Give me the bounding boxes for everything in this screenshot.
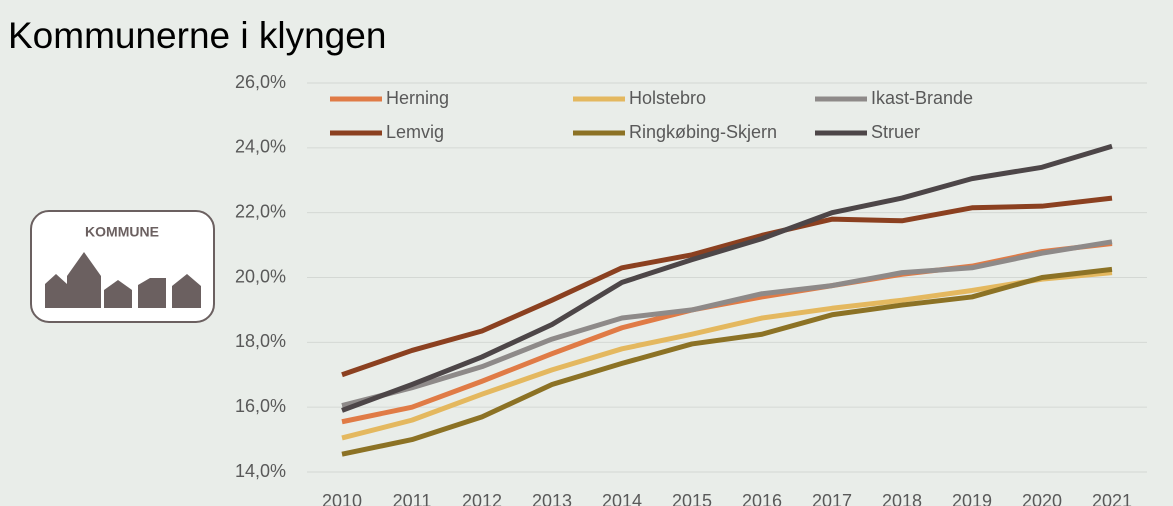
x-tick-label: 2020 — [1022, 491, 1062, 506]
x-tick-label: 2013 — [532, 491, 572, 506]
legend-label: Ringkøbing-Skjern — [629, 122, 777, 142]
logo-houses — [45, 252, 201, 308]
chart-title: Kommunerne i klyngen — [8, 15, 386, 56]
x-tick-label: 2018 — [882, 491, 922, 506]
legend-label: Ikast-Brande — [871, 88, 973, 108]
x-tick-label: 2014 — [602, 491, 642, 506]
y-tick-label: 16,0% — [235, 396, 286, 416]
y-tick-label: 18,0% — [235, 331, 286, 351]
series-line — [341, 270, 1113, 441]
logo: KOMMUNE — [30, 210, 215, 323]
y-tick-label: 20,0% — [235, 266, 286, 286]
series-line — [341, 195, 1113, 378]
x-tick-label: 2012 — [462, 491, 502, 506]
logo-label: KOMMUNE — [85, 224, 159, 240]
y-tick-label: 24,0% — [235, 137, 286, 157]
legend-label: Lemvig — [386, 122, 444, 142]
y-tick-label: 14,0% — [235, 461, 286, 481]
legend-label: Struer — [871, 122, 920, 142]
series-line — [341, 266, 1113, 457]
series-line — [341, 143, 1113, 413]
x-tick-label: 2016 — [742, 491, 782, 506]
x-tick-label: 2011 — [393, 491, 432, 506]
x-tick-label: 2021 — [1092, 491, 1132, 506]
series-line — [341, 239, 1113, 408]
x-tick-label: 2017 — [812, 491, 852, 506]
y-tick-label: 26,0% — [235, 72, 286, 92]
legend-label: Herning — [386, 88, 449, 108]
x-tick-label: 2019 — [952, 491, 992, 506]
y-tick-label: 22,0% — [235, 201, 286, 221]
x-tick-label: 2010 — [322, 491, 362, 506]
legend-label: Holstebro — [629, 88, 706, 108]
x-tick-label: 2015 — [672, 491, 712, 506]
